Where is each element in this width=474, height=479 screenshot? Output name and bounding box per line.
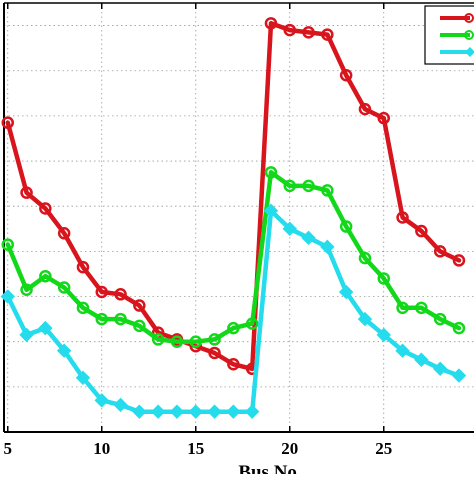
series-2-point bbox=[302, 179, 315, 193]
series-3-point bbox=[207, 404, 222, 419]
series-3-point bbox=[188, 404, 203, 419]
x-tick-label: 15 bbox=[187, 439, 204, 458]
series-1-point bbox=[208, 346, 221, 360]
series-1-point bbox=[57, 227, 71, 240]
series-1-point bbox=[1, 116, 15, 129]
legend-marker-series-1 bbox=[464, 13, 474, 23]
series-1-point bbox=[133, 299, 146, 312]
series-3-point bbox=[338, 284, 354, 300]
series-2-point bbox=[264, 166, 278, 179]
series-2-point bbox=[114, 312, 127, 326]
series-2-point bbox=[133, 319, 146, 333]
series-1-point bbox=[264, 17, 278, 30]
series-2-point bbox=[170, 335, 184, 348]
series-2-point bbox=[20, 283, 33, 297]
series-1-point bbox=[415, 224, 428, 238]
series-1-point bbox=[339, 69, 353, 82]
series-2-point bbox=[39, 269, 52, 283]
series-3-point bbox=[132, 404, 147, 419]
series-3-point bbox=[150, 404, 166, 419]
series-2-point bbox=[358, 251, 372, 265]
series-3-point bbox=[376, 327, 391, 343]
series-3-point bbox=[75, 370, 91, 386]
series-1-point bbox=[377, 111, 391, 125]
series-1-point bbox=[452, 254, 466, 267]
series-1-point bbox=[20, 186, 33, 199]
x-tick-label: 10 bbox=[93, 439, 110, 458]
series-2-point bbox=[189, 335, 203, 348]
series-1-point bbox=[358, 102, 372, 116]
series-3-point bbox=[282, 221, 297, 236]
series-2-point bbox=[1, 238, 15, 251]
series-1-point bbox=[39, 202, 52, 215]
series-3-point bbox=[301, 230, 316, 246]
series-1-point bbox=[302, 26, 315, 39]
series-1-line bbox=[5, 21, 462, 372]
series-1-point bbox=[433, 245, 447, 258]
series-1-point bbox=[114, 288, 127, 301]
series-1-point bbox=[283, 23, 297, 37]
series-2-point bbox=[208, 333, 221, 346]
x-tick-label: 20 bbox=[281, 439, 298, 458]
series-2-point bbox=[151, 333, 165, 346]
series-3-point bbox=[169, 404, 185, 419]
series-3-point bbox=[414, 352, 429, 367]
series-2-point bbox=[377, 272, 391, 285]
series-2-point bbox=[245, 317, 259, 330]
series-1-point bbox=[95, 285, 109, 299]
series-2-line bbox=[5, 170, 462, 344]
legend-marker-series-3 bbox=[465, 47, 474, 57]
plot-area bbox=[4, 3, 474, 432]
series-1-point bbox=[396, 211, 409, 224]
series-3-point bbox=[38, 320, 53, 336]
series-3-point bbox=[263, 203, 279, 218]
series-3-point bbox=[244, 404, 260, 419]
series-3-point bbox=[94, 393, 109, 408]
series-2-point bbox=[95, 312, 109, 326]
x-axis-label: Bus No. bbox=[238, 462, 301, 474]
series-2-point bbox=[283, 179, 297, 193]
series-2-point bbox=[57, 281, 71, 294]
series-3-point bbox=[19, 327, 34, 343]
series-2-point bbox=[227, 321, 240, 335]
series-3-point bbox=[113, 397, 128, 413]
series-2-point bbox=[452, 321, 466, 335]
series-3-point bbox=[395, 343, 410, 358]
x-tick-label: 5 bbox=[4, 439, 13, 458]
series-3-point bbox=[357, 311, 373, 327]
series-1-point bbox=[227, 358, 240, 371]
series-2-point bbox=[396, 301, 409, 315]
series-3-point bbox=[0, 289, 15, 304]
series-2-point bbox=[433, 312, 447, 326]
series-3-point bbox=[226, 404, 241, 419]
series-3-point bbox=[451, 368, 467, 383]
x-tick-label: 25 bbox=[375, 439, 392, 458]
series-3-point bbox=[320, 239, 335, 255]
series-2-point bbox=[339, 220, 353, 233]
legend-marker-series-2 bbox=[464, 30, 474, 40]
series-1-point bbox=[321, 28, 334, 41]
series-2-point bbox=[321, 184, 334, 197]
series-3-point bbox=[56, 343, 72, 358]
series-1-point bbox=[76, 260, 90, 274]
series-3-point bbox=[432, 361, 448, 376]
series-2-point bbox=[415, 301, 428, 315]
series-2-point bbox=[76, 301, 90, 315]
